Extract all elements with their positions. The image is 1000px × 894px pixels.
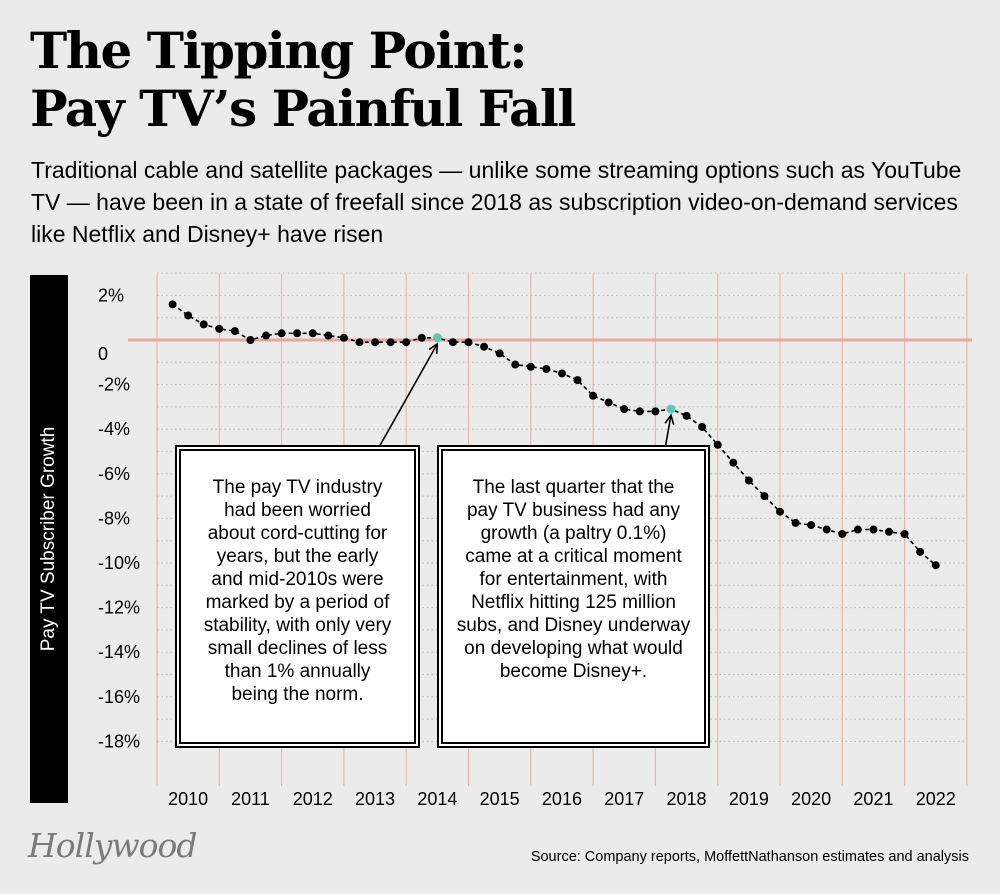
- data-point: [262, 331, 271, 340]
- y-axis-ticks: 2% 0 -2% -4% -6% -8% -10% -12% -14% -16% -18%: [98, 285, 140, 751]
- data-point: [776, 507, 784, 516]
- y-tick-label: -16%: [98, 687, 140, 707]
- y-tick-label: -12%: [98, 598, 140, 618]
- data-point: [589, 391, 598, 400]
- data-point: [807, 521, 816, 530]
- x-tick-label: 2022: [916, 789, 956, 809]
- data-point: [168, 300, 177, 309]
- data-point: [557, 369, 566, 378]
- data-point: [744, 476, 753, 485]
- y-tick-label: -6%: [98, 464, 130, 484]
- callout-arrowhead: [664, 413, 675, 425]
- data-point: [729, 458, 738, 467]
- callout-arrow: [377, 343, 439, 450]
- x-axis-ticks: 2010 2011 2012 2013 2014 2015 2016 2017 2018 2019…: [168, 789, 956, 809]
- data-point: [495, 349, 504, 358]
- data-point: [293, 329, 302, 338]
- x-tick-label: 2017: [604, 789, 644, 809]
- x-tick-label: 2020: [791, 789, 831, 809]
- data-point: [931, 561, 940, 570]
- x-tick-label: 2010: [168, 789, 208, 809]
- data-point: [448, 338, 457, 347]
- y-tick-label: -2%: [98, 375, 130, 395]
- data-point: [900, 530, 909, 539]
- series-line: [172, 303, 937, 566]
- data-point: [371, 338, 380, 347]
- data-point: [822, 525, 831, 534]
- data-point: [885, 527, 894, 536]
- data-point: [230, 327, 239, 336]
- data-point: [604, 398, 613, 407]
- y-tick-label: -8%: [98, 508, 130, 528]
- data-point: [573, 376, 582, 385]
- data-point: [620, 405, 629, 414]
- data-points: [168, 300, 940, 570]
- data-point-highlight: [666, 404, 676, 414]
- x-tick-label: 2019: [729, 789, 769, 809]
- data-point: [838, 530, 847, 539]
- data-point: [324, 331, 333, 340]
- data-point: [791, 518, 800, 527]
- y-tick-label: -14%: [98, 642, 140, 662]
- data-point: [853, 525, 862, 534]
- data-point: [698, 422, 707, 431]
- chart-title-line1: The Tipping Point:: [30, 21, 528, 80]
- data-point: [635, 407, 644, 416]
- y-tick-label: 2%: [98, 285, 124, 305]
- x-tick-label: 2013: [355, 789, 395, 809]
- callout-arrowhead: [428, 342, 439, 354]
- x-tick-label: 2016: [542, 789, 582, 809]
- data-point: [277, 329, 286, 338]
- publisher-logo: Hollywood: [28, 826, 198, 865]
- data-point: [386, 338, 395, 347]
- data-point: [246, 336, 255, 344]
- data-point: [869, 525, 878, 534]
- data-point: [526, 362, 535, 371]
- x-tick-label: 2011: [231, 789, 270, 809]
- x-tick-label: 2014: [417, 789, 457, 809]
- callout-last-growth: The last quarter that the pay TV busines…: [439, 447, 708, 746]
- callout-arrows: [377, 342, 675, 450]
- data-point-highlight: [432, 333, 442, 343]
- data-point: [511, 360, 520, 369]
- callout-arrow: [664, 414, 672, 450]
- data-point: [417, 333, 426, 342]
- data-point: [760, 492, 769, 501]
- y-tick-label: -10%: [98, 553, 140, 573]
- y-tick-label: -18%: [98, 731, 140, 751]
- y-tick-label: -4%: [98, 419, 130, 439]
- data-point: [916, 547, 925, 556]
- data-point: [184, 311, 193, 320]
- data-point: [199, 320, 208, 329]
- data-point: [480, 342, 489, 351]
- data-point: [464, 338, 473, 347]
- data-point: [339, 333, 348, 342]
- data-point: [402, 338, 411, 347]
- chart-title-line2: Pay TV’s Painful Fall: [30, 79, 576, 138]
- x-tick-label: 2018: [667, 789, 707, 809]
- source-note: Source: Company reports, MoffettNathanso…: [530, 849, 969, 865]
- data-point: [682, 411, 691, 420]
- chart-title: The Tipping Point: Pay TV’s Painful Fall: [30, 22, 970, 138]
- y-axis-label-bar: Pay TV Subscriber Growth: [30, 275, 68, 803]
- data-point: [651, 407, 660, 416]
- callout-stability: The pay TV industry had been worried abo…: [177, 447, 418, 746]
- y-tick-label: 0: [98, 344, 108, 364]
- data-point: [215, 324, 224, 333]
- x-tick-label: 2012: [293, 789, 333, 809]
- chart-subtitle: Traditional cable and satellite packages…: [31, 157, 962, 247]
- data-point: [713, 440, 722, 449]
- x-tick-label: 2021: [853, 789, 893, 809]
- data-point: [542, 364, 551, 373]
- data-point: [355, 338, 364, 347]
- data-point: [308, 329, 317, 338]
- x-tick-label: 2015: [480, 789, 520, 809]
